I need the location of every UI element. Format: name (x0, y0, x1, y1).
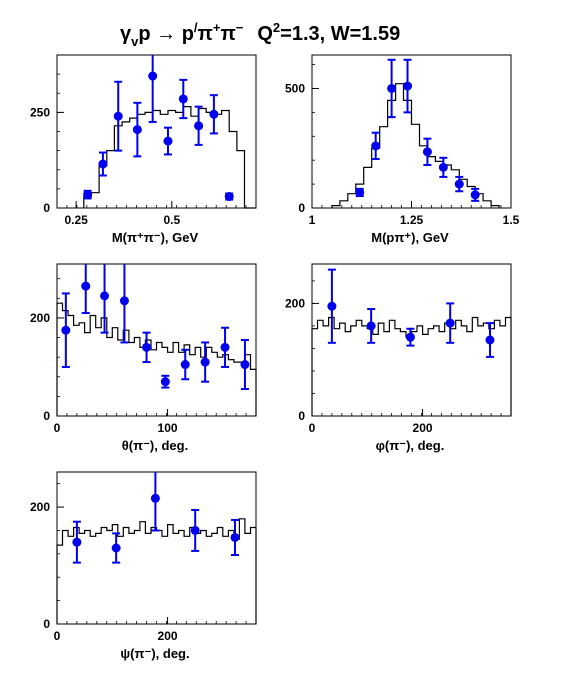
data-point (240, 360, 250, 370)
x-axis-label-mppi: M(pπ⁺), GeV (371, 230, 449, 245)
data-point (111, 543, 121, 553)
histogram-theta (56, 302, 257, 416)
data-point (438, 162, 448, 172)
data-point (403, 81, 413, 91)
title-q2-sup: 2 (273, 20, 280, 35)
histogram-psi (56, 518, 257, 624)
y-tick-label: 0 (298, 201, 305, 215)
data-point (470, 190, 480, 200)
x-tick-label: 1 (309, 213, 316, 227)
data-point (98, 159, 108, 169)
data-point (81, 281, 91, 291)
data-point (230, 532, 240, 542)
data-point (327, 301, 337, 311)
panel-psi: 0 200 0 200 ψ(π⁻), deg. (30, 471, 257, 661)
title-minus: − (236, 20, 244, 35)
panel-mpipi: 0.25 0.5 0 250 M(π⁺π⁻), GeV (30, 54, 257, 245)
x-axis-label-psi: ψ(π⁻), deg. (120, 646, 189, 661)
x-axis-label-theta: θ(π⁻), deg. (122, 438, 188, 453)
title-gamma-sub: v (131, 34, 139, 49)
y-tick-label: 200 (30, 500, 50, 514)
x-tick-label: 0 (54, 421, 61, 435)
y-tick-label: 250 (30, 105, 50, 119)
panel-phi: 0 200 0 200 φ(π⁻), deg. (285, 263, 512, 453)
data-point (132, 125, 142, 135)
x-tick-label: 1.5 (503, 213, 520, 227)
figure-title: γvp → p/π+π− Q2=1.3, W=1.59 (120, 20, 400, 49)
y-tick-label: 0 (43, 201, 50, 215)
y-tick-label: 200 (30, 311, 50, 325)
data-point (485, 335, 495, 345)
x-tick-label: 0.5 (163, 213, 180, 227)
x-tick-label: 1.25 (400, 213, 424, 227)
title-prime: / (194, 20, 198, 35)
title-gamma: γ (120, 23, 132, 45)
title-pi-minus: π (220, 23, 235, 45)
y-tick-label: 0 (43, 617, 50, 631)
x-tick-label: 200 (158, 629, 178, 643)
x-tick-label: 0 (309, 421, 316, 435)
data-point (224, 192, 234, 202)
title-pi-plus: π (198, 23, 213, 45)
x-tick-label: 0.25 (64, 213, 88, 227)
panel-mppi: 1 1.25 1.5 0 500 M(pπ⁺), GeV (285, 54, 520, 245)
x-axis-label-phi: φ(π⁻), deg. (376, 438, 445, 453)
data-point (100, 291, 110, 301)
panel-theta: 0 100 0 200 θ(π⁻), deg. (30, 263, 257, 453)
data-point (178, 94, 188, 104)
panels-group: 0.25 0.5 0 250 M(π⁺π⁻), GeV 1 1.25 1.5 0 500 M(pπ⁺… (30, 54, 520, 661)
title-q2-value: =1.3, W=1.59 (280, 23, 400, 45)
title-reaction-rest: p → p (138, 23, 194, 45)
data-point (405, 332, 415, 342)
data-point (190, 525, 200, 535)
data-point (83, 190, 93, 200)
x-tick-label: 100 (158, 421, 178, 435)
x-tick-label: 200 (413, 421, 433, 435)
data-point (150, 493, 160, 503)
data-point (180, 360, 190, 370)
data-point (209, 109, 219, 119)
data-point (160, 377, 170, 387)
data-point (72, 537, 82, 547)
data-point (142, 342, 152, 352)
data-point (194, 121, 204, 131)
data-point (371, 141, 381, 151)
data-point (454, 179, 464, 189)
data-point (366, 321, 376, 331)
data-point (445, 318, 455, 328)
data-point (387, 83, 397, 93)
data-point (163, 136, 173, 146)
y-tick-label: 0 (43, 409, 50, 423)
y-tick-label: 200 (285, 296, 305, 310)
data-point (200, 357, 210, 367)
x-tick-label: 0 (54, 629, 61, 643)
y-tick-label: 500 (285, 81, 305, 95)
data-point (119, 296, 129, 306)
data-point (148, 71, 158, 81)
title-q2: Q (257, 23, 273, 45)
data-point (113, 111, 123, 121)
title-plus: + (213, 20, 221, 35)
x-axis-label-mpipi: M(π⁺π⁻), GeV (112, 230, 199, 245)
data-point (61, 325, 71, 335)
data-point (220, 342, 230, 352)
histogram-mppi (331, 83, 500, 208)
data-point (422, 147, 432, 157)
y-tick-label: 0 (298, 409, 305, 423)
data-point (355, 187, 365, 197)
histogram-mpipi (83, 106, 256, 209)
